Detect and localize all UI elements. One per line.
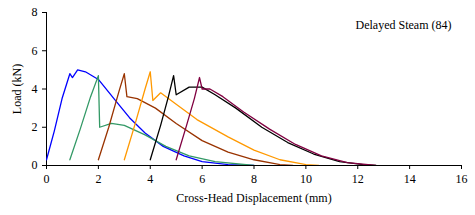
- svg-text:0: 0: [32, 158, 38, 172]
- svg-text:12: 12: [352, 172, 364, 186]
- svg-text:2: 2: [32, 120, 38, 134]
- svg-text:2: 2: [95, 172, 101, 186]
- svg-text:10: 10: [300, 172, 312, 186]
- svg-text:Load (kN): Load (kN): [10, 64, 24, 114]
- svg-text:4: 4: [147, 172, 153, 186]
- svg-text:14: 14: [404, 172, 416, 186]
- svg-text:6: 6: [32, 44, 38, 58]
- svg-text:Delayed Steam (84): Delayed Steam (84): [356, 18, 452, 32]
- svg-text:Cross-Head Displacement (mm): Cross-Head Displacement (mm): [176, 191, 331, 205]
- svg-text:16: 16: [456, 172, 468, 186]
- svg-text:0: 0: [44, 172, 50, 186]
- svg-text:6: 6: [199, 172, 205, 186]
- svg-text:8: 8: [32, 5, 38, 19]
- svg-text:4: 4: [32, 82, 38, 96]
- svg-text:8: 8: [251, 172, 257, 186]
